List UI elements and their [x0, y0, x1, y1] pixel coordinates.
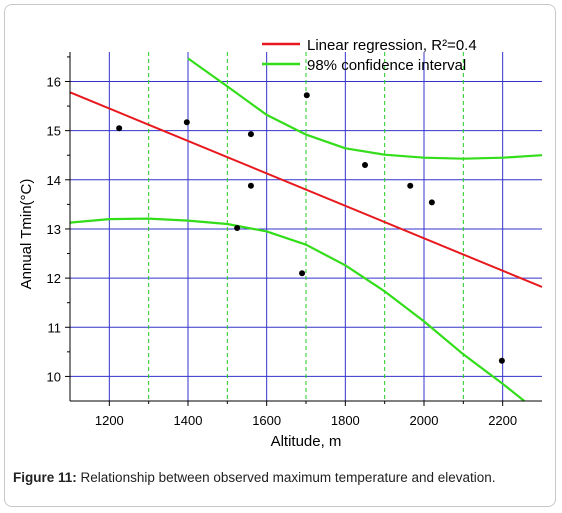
data-point	[116, 125, 123, 132]
data-point	[234, 224, 241, 231]
figure-caption: Figure 11: Relationship between observed…	[13, 470, 553, 485]
data-point	[407, 182, 414, 189]
y-tick-label: 13	[47, 222, 61, 237]
confidence-lower-line	[69, 217, 525, 402]
caption-label: Figure 11:	[13, 470, 77, 485]
y-tick-label: 15	[47, 124, 61, 139]
legend-label-confidence: 98% confidence interval	[307, 57, 466, 74]
x-tick-label: 2200	[488, 413, 517, 428]
x-tick-label: 2000	[410, 413, 439, 428]
regression-line	[69, 91, 543, 288]
data-point	[299, 270, 306, 277]
confidence-upper-line	[187, 57, 543, 160]
data-point	[247, 131, 254, 138]
data-point	[362, 162, 368, 169]
x-axis-title: Altitude, m	[271, 433, 342, 450]
legend-label-regression: Linear regression, R²=0.4	[307, 37, 477, 54]
y-axis-title: Annual Tmin(°C)	[18, 179, 35, 290]
legend: Linear regression, R²=0.4 98% confidence …	[262, 37, 477, 74]
data-point	[428, 199, 435, 206]
x-tick-label: 1600	[252, 413, 281, 428]
data-point	[183, 119, 190, 126]
y-tick-label: 12	[47, 271, 61, 286]
x-tick-label: 1400	[174, 413, 203, 428]
x-tick-label: 1800	[331, 413, 360, 428]
series-lines	[69, 57, 543, 402]
y-tick-label: 14	[47, 173, 61, 188]
y-ticks: 10 11 12 13 14 15 16	[47, 56, 70, 384]
y-tick-label: 16	[47, 74, 61, 89]
caption-text: Relationship between observed maximum te…	[80, 470, 496, 485]
x-ticks: 1200 1400 1600 1800 2000 2200	[95, 401, 517, 428]
data-point	[247, 182, 254, 189]
x-tick-label: 1200	[95, 413, 124, 428]
grid	[70, 52, 542, 401]
y-tick-label: 10	[47, 369, 61, 384]
y-tick-label: 11	[48, 320, 62, 335]
data-points	[116, 92, 505, 364]
data-point	[498, 357, 505, 364]
data-point	[303, 92, 310, 99]
